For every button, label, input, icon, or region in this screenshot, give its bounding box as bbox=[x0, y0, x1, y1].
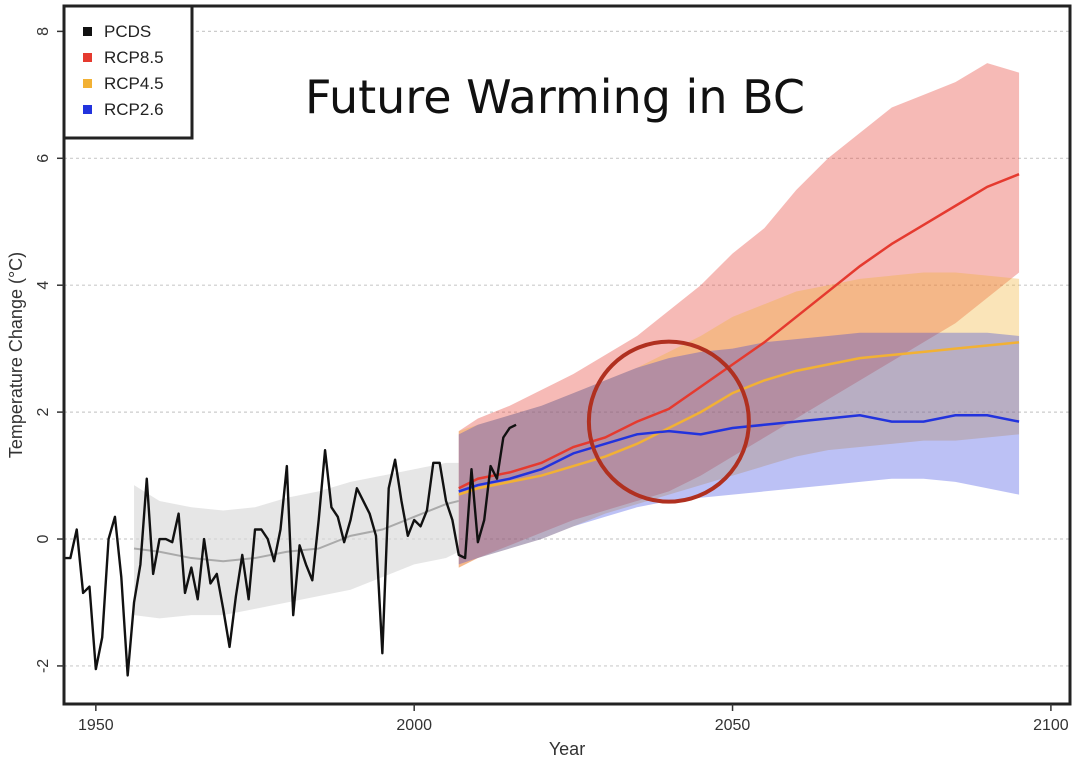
uncertainty-bands bbox=[134, 63, 1020, 619]
historical-mean-line bbox=[133, 499, 460, 563]
series-lines bbox=[64, 172, 1020, 677]
band-rcp26 bbox=[458, 332, 1020, 565]
y-tick-label: 4 bbox=[35, 281, 52, 290]
legend-label-pcds: PCDS bbox=[104, 22, 151, 41]
line-pcds bbox=[64, 423, 517, 677]
y-axis-title: Temperature Change (°C) bbox=[6, 252, 26, 458]
x-tick-label: 1950 bbox=[78, 717, 114, 734]
chart-title: Future Warming in BC bbox=[305, 70, 805, 124]
x-tick-label: 2000 bbox=[396, 717, 432, 734]
legend: PCDS RCP8.5 RCP4.5 RCP2.6 bbox=[62, 4, 194, 140]
x-axis-title: Year bbox=[549, 739, 585, 759]
legend-swatch-rcp85 bbox=[83, 53, 92, 62]
band-rcp45 bbox=[458, 272, 1020, 568]
legend-swatch-rcp26 bbox=[83, 105, 92, 114]
line-rcp45 bbox=[458, 341, 1020, 496]
x-tick-label: 2100 bbox=[1033, 717, 1069, 734]
line-rcp85 bbox=[458, 172, 1020, 490]
highlight-circle bbox=[586, 339, 751, 504]
y-axis-ticks: -2 0 2 4 6 8 bbox=[35, 27, 64, 673]
y-tick-label: 0 bbox=[35, 534, 52, 543]
y-tick-label: 8 bbox=[35, 27, 52, 36]
x-tick-label: 2050 bbox=[715, 717, 751, 734]
y-tick-label: 6 bbox=[35, 154, 52, 163]
line-rcp26 bbox=[458, 414, 1020, 493]
y-tick-label: 2 bbox=[35, 408, 52, 417]
plot-frame bbox=[62, 4, 1072, 706]
legend-label-rcp45: RCP4.5 bbox=[104, 74, 164, 93]
y-tick-label: -2 bbox=[35, 659, 52, 673]
legend-label-rcp85: RCP8.5 bbox=[104, 48, 164, 67]
band-rcp85 bbox=[458, 63, 1020, 568]
legend-swatch-pcds bbox=[83, 27, 92, 36]
legend-label-rcp26: RCP2.6 bbox=[104, 100, 164, 119]
legend-swatch-rcp45 bbox=[83, 79, 92, 88]
historical-band bbox=[134, 462, 459, 619]
x-axis-ticks: 1950 2000 2050 2100 bbox=[78, 704, 1069, 734]
